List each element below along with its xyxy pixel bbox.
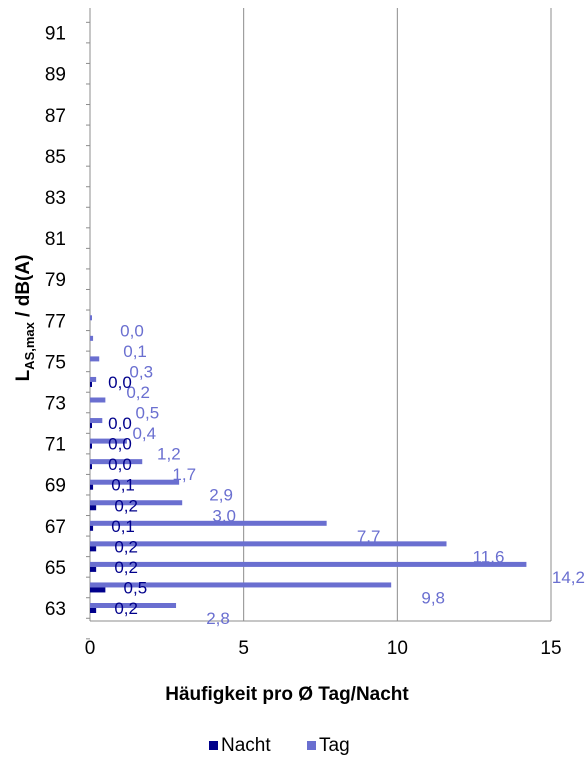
y-tick-label-85: 85	[45, 147, 66, 168]
bar-tag-77	[90, 315, 92, 321]
bar-tag-65	[90, 561, 527, 567]
y-tick-labels: 63 65 67 69 71 73 75 77 79 81 83 85 87 89 91	[45, 24, 66, 620]
bar-tag-71	[90, 438, 127, 444]
data-label-nacht-65: 0,2	[114, 558, 138, 577]
bar-tag-70	[90, 459, 143, 465]
bar-tag-64	[90, 582, 392, 588]
legend-swatch-tag	[307, 741, 316, 750]
data-label-nacht-64: 0,5	[124, 578, 148, 597]
bar-nacht-72	[90, 423, 92, 429]
bar-tag-66	[90, 541, 447, 547]
bar-nacht-70	[90, 464, 92, 470]
data-label-tag-69: 2,9	[209, 486, 233, 505]
bar-tag-75	[90, 356, 100, 362]
y-tick-label-81: 81	[45, 229, 66, 250]
y-tick-label-77: 77	[45, 311, 66, 332]
axes	[86, 8, 551, 640]
y-tick-label-91: 91	[45, 24, 66, 45]
y-axis-label-main: L	[13, 369, 34, 381]
bar-nacht-71	[90, 443, 92, 449]
data-label-nacht-67: 0,1	[111, 517, 135, 536]
y-tick-label-79: 79	[45, 270, 66, 291]
bar-tag-76	[90, 335, 94, 341]
bar-nacht-69	[90, 484, 94, 490]
bar-tag-72	[90, 418, 103, 424]
y-tick-label-73: 73	[45, 394, 66, 415]
data-label-tag-64: 9,8	[421, 588, 445, 607]
data-label-tag-73: 0,5	[136, 404, 160, 423]
bar-nacht-67	[90, 525, 94, 531]
data-label-tag-75: 0,3	[129, 362, 153, 381]
legend-swatch-nacht	[209, 741, 218, 750]
bar-nacht-74	[90, 381, 92, 387]
bar-tag-68	[90, 500, 183, 506]
data-label-tag-72: 0,4	[132, 424, 156, 443]
data-label-tag-68: 3,0	[212, 506, 236, 525]
data-label-tag-77: 0,0	[120, 321, 144, 340]
data-labels: 2,8 0,2 9,8 0,5 14,2 0,2 11,6 0,2 7,7 0,1 3,0 0,2 2,…	[108, 321, 585, 628]
y-axis-label: LAS,max / dB(A)	[13, 255, 37, 382]
data-label-nacht-71: 0,0	[108, 435, 132, 454]
data-label-nacht-66: 0,2	[114, 537, 138, 556]
legend-label-nacht: Nacht	[221, 735, 271, 756]
y-tick-label-87: 87	[45, 106, 66, 127]
x-axis-label: Häufigkeit pro Ø Tag/Nacht	[165, 684, 409, 705]
data-label-tag-63: 2,8	[206, 609, 230, 628]
grid	[243, 8, 552, 621]
y-tick-label-63: 63	[45, 599, 66, 620]
bar-tag-63	[90, 603, 177, 608]
legend: Nacht Tag	[209, 735, 350, 756]
data-label-tag-65: 14,2	[552, 568, 585, 587]
data-label-tag-70: 1,7	[172, 465, 196, 484]
y-axis-label-sub: AS,max	[22, 321, 37, 369]
bar-nacht-63	[90, 608, 97, 613]
y-tick-label-69: 69	[45, 476, 66, 497]
bar-nacht-68	[90, 505, 97, 511]
x-tick-label-0: 0	[85, 638, 96, 659]
data-label-tag-66: 11,6	[473, 547, 505, 566]
y-tick-label-67: 67	[45, 517, 66, 538]
bar-tag-69	[90, 479, 180, 485]
data-label-nacht-63: 0,2	[114, 599, 138, 618]
bar-tag-74	[90, 376, 97, 382]
data-label-tag-74: 0,2	[126, 383, 150, 402]
data-label-nacht-74: 0,0	[108, 373, 132, 392]
bar-nacht-65	[90, 566, 97, 572]
data-label-nacht-69: 0,1	[111, 476, 135, 495]
y-tick-label-83: 83	[45, 188, 66, 209]
x-tick-labels: 0 5 10 15	[85, 638, 562, 659]
bar-nacht-64	[90, 587, 106, 593]
data-label-tag-71: 1,2	[157, 445, 181, 464]
x-tick-label-5: 5	[238, 638, 249, 659]
x-tick-label-10: 10	[387, 638, 408, 659]
bar-nacht-66	[90, 546, 97, 552]
data-label-tag-67: 7,7	[357, 527, 381, 546]
data-label-tag-76: 0,1	[123, 342, 147, 361]
data-label-nacht-70: 0,0	[108, 455, 132, 474]
data-label-nacht-72: 0,0	[108, 414, 132, 433]
y-axis-label-rest: / dB(A)	[13, 255, 34, 323]
x-tick-label-15: 15	[540, 638, 561, 659]
bars	[90, 315, 527, 613]
legend-label-tag: Tag	[319, 735, 350, 756]
bar-tag-67	[90, 520, 327, 526]
y-tick-label-71: 71	[45, 435, 66, 456]
y-tick-label-89: 89	[45, 65, 66, 86]
bar-tag-73	[90, 397, 106, 403]
y-tick-label-65: 65	[45, 558, 66, 579]
y-tick-label-75: 75	[45, 352, 66, 373]
data-label-nacht-68: 0,2	[114, 496, 138, 515]
